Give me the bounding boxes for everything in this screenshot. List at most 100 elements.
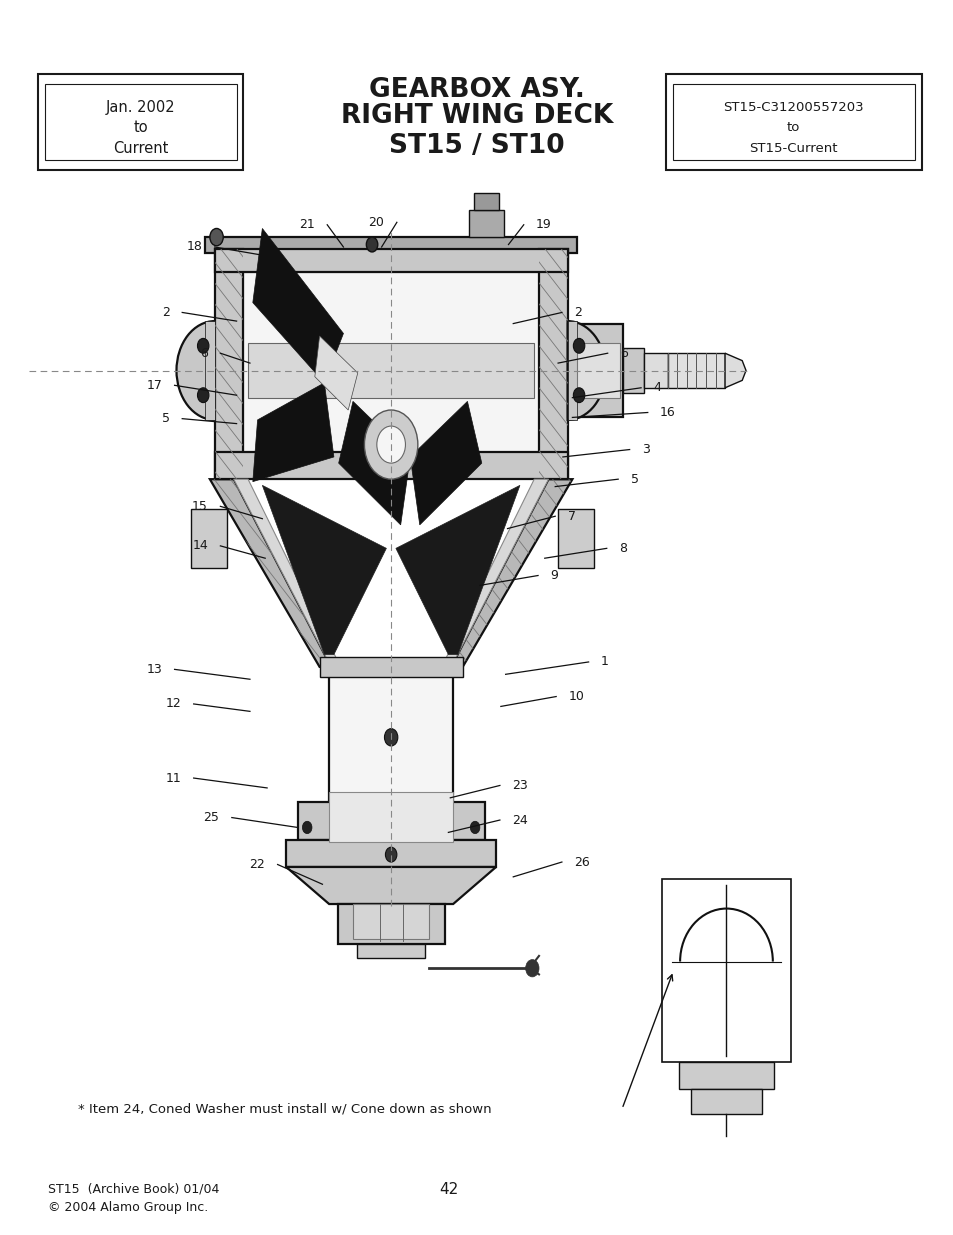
Text: 5: 5: [630, 473, 638, 485]
Bar: [248, 343, 534, 398]
Bar: [672, 84, 914, 161]
Text: 6: 6: [200, 347, 208, 359]
Circle shape: [197, 338, 209, 353]
Text: 23: 23: [512, 779, 528, 792]
Circle shape: [385, 847, 396, 862]
Text: ST15-Current: ST15-Current: [749, 142, 837, 154]
Text: 20: 20: [368, 216, 384, 228]
Circle shape: [573, 338, 584, 353]
Text: 14: 14: [192, 540, 208, 552]
Bar: [45, 84, 236, 161]
Text: ST15 / ST10: ST15 / ST10: [389, 132, 564, 159]
Text: 21: 21: [298, 219, 314, 231]
Bar: [661, 879, 790, 1062]
Text: 6: 6: [619, 347, 627, 359]
Circle shape: [302, 821, 312, 834]
Bar: [622, 348, 643, 393]
Text: 42: 42: [438, 1182, 457, 1197]
Text: 16: 16: [659, 406, 676, 419]
Bar: [558, 509, 594, 568]
Circle shape: [376, 426, 405, 463]
Polygon shape: [205, 237, 577, 253]
Bar: [319, 657, 462, 677]
Polygon shape: [410, 401, 481, 525]
Text: 2: 2: [574, 306, 581, 319]
Bar: [667, 353, 724, 388]
Bar: [469, 210, 503, 237]
Polygon shape: [233, 479, 340, 667]
Bar: [214, 249, 567, 272]
Polygon shape: [214, 249, 243, 479]
Text: 19: 19: [536, 219, 552, 231]
Text: 18: 18: [186, 241, 202, 253]
Text: GEARBOX ASY.: GEARBOX ASY.: [369, 77, 584, 104]
Text: 15: 15: [192, 500, 208, 513]
Wedge shape: [176, 321, 214, 420]
Polygon shape: [210, 479, 331, 667]
Polygon shape: [338, 401, 410, 525]
Bar: [356, 944, 425, 958]
Bar: [297, 802, 484, 840]
Bar: [205, 321, 214, 420]
Text: 7: 7: [567, 510, 575, 522]
Text: 17: 17: [146, 379, 162, 391]
Text: 10: 10: [568, 690, 584, 703]
Polygon shape: [314, 336, 357, 410]
Circle shape: [525, 960, 538, 977]
Text: to: to: [786, 121, 800, 133]
Text: RIGHT WING DECK: RIGHT WING DECK: [340, 103, 613, 130]
Text: 11: 11: [165, 772, 181, 784]
Text: 9: 9: [550, 569, 558, 582]
Wedge shape: [567, 321, 605, 420]
Circle shape: [573, 388, 584, 403]
Text: 24: 24: [512, 814, 528, 826]
Text: Current: Current: [112, 141, 169, 156]
Text: 1: 1: [600, 656, 608, 668]
Circle shape: [364, 410, 417, 479]
Bar: [329, 792, 453, 842]
Circle shape: [470, 821, 479, 834]
Polygon shape: [253, 228, 343, 383]
Bar: [665, 74, 921, 170]
Text: 2: 2: [162, 306, 170, 319]
Bar: [353, 904, 429, 939]
Text: * Item 24, Coned Washer must install w/ Cone down as shown: * Item 24, Coned Washer must install w/ …: [78, 1103, 492, 1115]
Bar: [38, 74, 243, 170]
Bar: [577, 343, 619, 398]
Bar: [214, 452, 567, 479]
Bar: [567, 321, 577, 420]
Text: 22: 22: [249, 858, 265, 871]
Text: 5: 5: [162, 412, 170, 425]
Bar: [474, 193, 498, 210]
Polygon shape: [441, 479, 548, 667]
Text: 4: 4: [653, 382, 660, 394]
Bar: [679, 1062, 773, 1089]
Polygon shape: [253, 383, 334, 482]
Circle shape: [366, 237, 377, 252]
Text: to: to: [133, 120, 148, 135]
Bar: [286, 840, 496, 867]
Bar: [690, 1089, 761, 1114]
Text: Jan. 2002: Jan. 2002: [106, 100, 175, 115]
Bar: [643, 353, 667, 388]
Circle shape: [197, 388, 209, 403]
Text: 26: 26: [574, 856, 590, 868]
Circle shape: [384, 729, 397, 746]
Bar: [567, 324, 622, 417]
Polygon shape: [286, 867, 496, 904]
Text: 12: 12: [165, 698, 181, 710]
Text: 25: 25: [203, 811, 219, 824]
Polygon shape: [395, 485, 519, 655]
Circle shape: [210, 228, 223, 246]
Bar: [243, 272, 538, 452]
Text: 13: 13: [146, 663, 162, 676]
Bar: [337, 904, 444, 944]
Polygon shape: [262, 485, 386, 655]
Polygon shape: [538, 249, 567, 479]
Bar: [191, 509, 227, 568]
Polygon shape: [724, 353, 745, 388]
Polygon shape: [451, 479, 572, 667]
Text: © 2004 Alamo Group Inc.: © 2004 Alamo Group Inc.: [48, 1202, 208, 1214]
Text: 8: 8: [618, 542, 626, 555]
Text: 3: 3: [641, 443, 649, 456]
